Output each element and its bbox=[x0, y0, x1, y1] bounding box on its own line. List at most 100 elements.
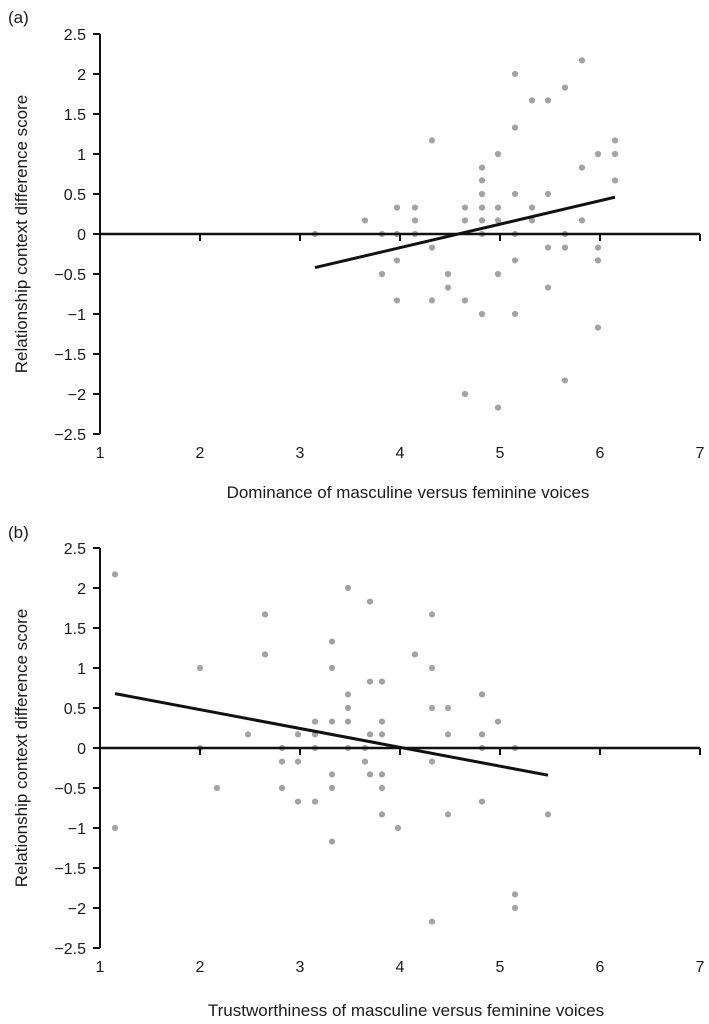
data-point bbox=[511, 70, 519, 78]
data-point bbox=[393, 257, 401, 264]
y-axis-label: Relationship context difference score bbox=[12, 95, 31, 373]
data-point bbox=[366, 771, 374, 778]
y-tick-label: −1.5 bbox=[54, 347, 86, 364]
data-point bbox=[278, 784, 286, 792]
y-tick-label: 1.5 bbox=[64, 621, 86, 638]
data-point bbox=[311, 718, 319, 725]
data-point bbox=[478, 204, 486, 211]
data-point bbox=[344, 704, 352, 712]
x-tick-label: 4 bbox=[396, 445, 405, 462]
data-point bbox=[366, 598, 374, 605]
data-point bbox=[411, 651, 419, 658]
data-point bbox=[494, 718, 502, 725]
x-tick-label: 7 bbox=[696, 959, 705, 976]
data-point bbox=[428, 918, 436, 925]
data-point bbox=[511, 190, 519, 198]
panel-label: (b) bbox=[8, 523, 29, 542]
data-point bbox=[478, 177, 486, 184]
data-point bbox=[328, 838, 336, 845]
y-tick-label: −0.5 bbox=[54, 781, 86, 798]
data-point bbox=[244, 731, 252, 738]
trend-line bbox=[314, 195, 616, 270]
data-point bbox=[544, 284, 552, 291]
data-point bbox=[478, 310, 486, 318]
x-axis-label: Dominance of masculine versus feminine v… bbox=[227, 483, 590, 502]
data-point bbox=[428, 137, 436, 144]
data-point bbox=[461, 217, 469, 224]
x-tick-label: 3 bbox=[296, 445, 305, 462]
data-point bbox=[378, 270, 386, 278]
data-point bbox=[213, 784, 221, 792]
data-point bbox=[544, 97, 552, 104]
data-point bbox=[196, 664, 204, 672]
data-point bbox=[378, 811, 386, 818]
y-tick-label: −1.5 bbox=[54, 861, 86, 878]
data-point bbox=[461, 204, 469, 211]
data-point bbox=[478, 691, 486, 698]
y-tick-label: 2 bbox=[77, 67, 86, 84]
data-point bbox=[328, 638, 336, 645]
y-tick-label: −1 bbox=[68, 821, 86, 838]
data-point bbox=[478, 164, 486, 171]
x-tick-label: 7 bbox=[696, 445, 705, 462]
y-tick-label: 0 bbox=[77, 741, 86, 758]
y-tick-label: −2 bbox=[68, 387, 86, 404]
data-point bbox=[444, 731, 452, 738]
data-point bbox=[361, 217, 369, 224]
data-point bbox=[478, 731, 486, 738]
panel-label: (a) bbox=[8, 8, 29, 27]
y-tick-label: −0.5 bbox=[54, 267, 86, 284]
data-point bbox=[428, 244, 436, 251]
y-tick-label: 2.5 bbox=[64, 541, 86, 558]
data-point bbox=[594, 244, 602, 251]
x-tick-label: 5 bbox=[496, 445, 505, 462]
y-tick-label: 2.5 bbox=[64, 27, 86, 44]
data-point bbox=[328, 784, 336, 792]
data-point bbox=[461, 297, 469, 304]
data-point bbox=[444, 270, 452, 278]
x-tick-label: 6 bbox=[596, 959, 605, 976]
data-point bbox=[393, 297, 401, 304]
data-point bbox=[411, 217, 419, 224]
data-point bbox=[111, 571, 119, 578]
data-point bbox=[261, 651, 269, 658]
data-point bbox=[528, 97, 536, 104]
data-point bbox=[366, 731, 374, 738]
x-tick-label: 4 bbox=[396, 959, 405, 976]
data-point bbox=[278, 758, 286, 765]
data-point bbox=[511, 124, 519, 131]
data-point bbox=[294, 798, 302, 805]
data-point bbox=[361, 758, 369, 765]
data-point bbox=[494, 150, 502, 158]
y-tick-label: 1 bbox=[77, 661, 86, 678]
data-point bbox=[366, 678, 374, 685]
data-point bbox=[444, 284, 452, 291]
data-point bbox=[394, 824, 402, 832]
x-tick-label: 6 bbox=[596, 445, 605, 462]
data-point bbox=[594, 324, 602, 331]
x-tick-label: 2 bbox=[196, 445, 205, 462]
data-point bbox=[378, 784, 386, 792]
y-tick-label: 1 bbox=[77, 147, 86, 164]
y-tick-label: 1.5 bbox=[64, 107, 86, 124]
data-point bbox=[594, 150, 602, 158]
data-point bbox=[428, 664, 436, 672]
data-point bbox=[378, 718, 386, 725]
data-point bbox=[478, 798, 486, 805]
y-tick-label: −2.5 bbox=[54, 941, 86, 958]
data-point bbox=[544, 244, 552, 251]
data-point bbox=[378, 771, 386, 778]
y-tick-label: 0.5 bbox=[64, 187, 86, 204]
data-point bbox=[544, 190, 552, 198]
trend-line bbox=[114, 692, 549, 777]
data-point bbox=[578, 164, 586, 171]
data-point bbox=[494, 217, 502, 224]
data-point bbox=[444, 704, 452, 712]
data-point bbox=[511, 891, 519, 898]
data-point bbox=[344, 584, 352, 592]
data-point bbox=[411, 204, 419, 211]
x-tick-label: 3 bbox=[296, 959, 305, 976]
data-point bbox=[511, 310, 519, 318]
x-axis-label: Trustworthiness of masculine versus femi… bbox=[208, 1001, 604, 1020]
